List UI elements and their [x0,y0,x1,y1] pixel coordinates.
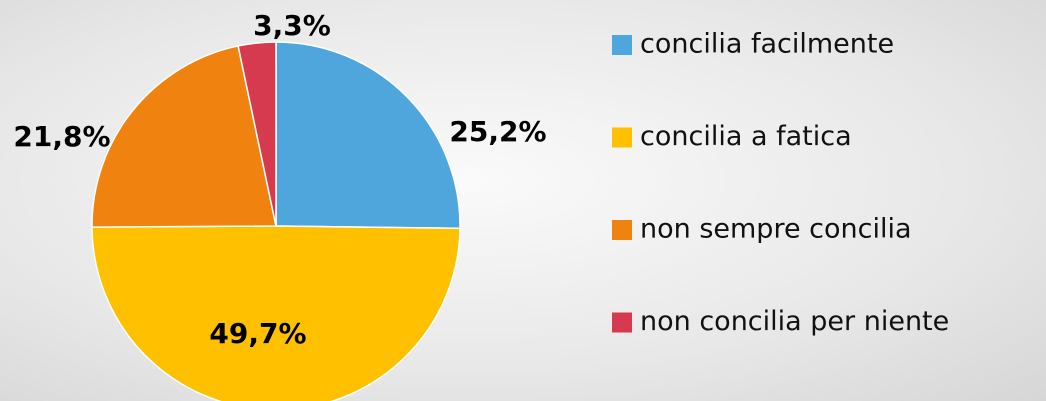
legend-label: non concilia per niente [640,306,949,337]
data-label: 49,7% [209,317,306,350]
pie-slice [91,225,461,401]
legend-label: non sempre concilia [640,214,912,245]
pie-slice [275,41,461,230]
legend-label: concilia a fatica [640,121,852,152]
data-label: 21,8% [13,120,110,153]
pie-slice [237,41,277,227]
pie-slice [91,45,277,228]
legend-swatch [612,35,632,55]
data-label: 3,3% [253,9,331,42]
legend-swatch [612,220,632,240]
legend-label: concilia facilmente [640,29,894,60]
data-label: 25,2% [449,115,546,148]
legend-swatch [612,312,632,333]
legend-swatch [612,127,632,148]
